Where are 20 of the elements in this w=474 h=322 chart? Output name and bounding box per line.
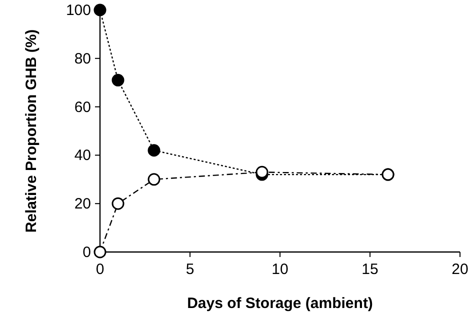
y-tick-label: 80 <box>74 50 91 68</box>
x-tick-label: 10 <box>272 261 288 278</box>
point <box>94 246 106 258</box>
x-axis-title: Days of Storage (ambient) <box>187 295 373 312</box>
x-tick-label: 15 <box>362 261 378 278</box>
y-tick-label: 100 <box>66 2 91 19</box>
x-tick-label: 0 <box>96 261 104 278</box>
y-axis-title: Relative Proportion GHB (%) <box>23 29 40 233</box>
y-tick-label: 60 <box>74 98 91 116</box>
x-tick-label: 20 <box>452 261 468 278</box>
y-tick-label: 20 <box>74 196 91 213</box>
point <box>112 74 124 86</box>
point <box>148 173 160 186</box>
y-tick-label: 40 <box>74 147 91 164</box>
point <box>148 144 160 157</box>
point <box>94 4 106 16</box>
point <box>256 166 268 178</box>
y-tick-label: 0 <box>82 244 91 261</box>
point <box>112 197 124 210</box>
x-tick-label: 5 <box>186 261 194 278</box>
